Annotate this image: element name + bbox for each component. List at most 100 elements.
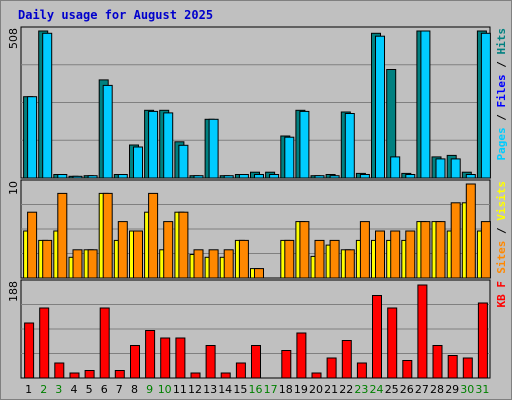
bar-files [405,174,416,179]
bar-kb-f [447,355,458,379]
bar-kb-f [84,370,95,379]
bar-files [254,174,264,179]
bar-sites [359,221,370,279]
bar-sites [208,249,219,279]
x-tick-label: 1 [25,383,32,396]
x-tick-label: 20 [309,383,323,396]
legend-entry: Files [495,74,508,107]
bar-files [27,96,38,179]
panel-sites-visits: 10 Sites / Visits [7,179,508,279]
bar-kb-f [190,372,201,379]
x-tick-label: 18 [279,383,293,396]
bar-sites [299,221,310,279]
x-tick-label: 14 [218,383,232,396]
legend-entry: Sites [495,241,508,274]
bar-kb-f [251,345,261,379]
bar-sites [435,221,446,279]
bar-kb-f [402,360,413,379]
legend-entry: Hits [495,28,508,55]
bar-kb-f [175,337,186,379]
bar-kb-f [220,372,231,379]
axis-max-label: 10 [7,181,20,195]
bar-files [375,35,385,179]
bar-kb-f [356,362,367,379]
bar-sites [254,268,264,279]
bar-sites [223,249,234,279]
bar-sites [57,192,68,279]
bar-files [314,175,325,179]
bar-files [102,84,113,179]
bar-files [42,32,53,179]
bar-sites [87,249,98,279]
bar-sites [117,221,128,279]
bar-files [193,175,204,179]
bar-kb-f [417,284,428,379]
axis-max-label: 508 [7,28,20,49]
x-tick-label: 22 [339,383,353,396]
bar-kb-f [341,340,352,379]
bar-sites [480,221,491,279]
bar-files [284,136,295,179]
bar-files [465,174,476,179]
x-tick-label: 2 [40,383,47,396]
x-tick-label: 27 [415,383,429,396]
panel-hits-files-pages: 508 Pages / Files / Hits [7,26,508,179]
x-tick-label: 4 [71,383,78,396]
bar-sites [163,221,174,279]
x-tick-label: 28 [430,383,444,396]
bar-kb-f [387,307,398,379]
bar-files [329,175,340,179]
bar-files [344,113,355,179]
legend-separator: / [495,221,508,241]
bar-sites [329,239,340,279]
bar-sites [102,192,113,279]
x-tick-label: 30 [460,383,474,396]
bar-files [420,30,431,179]
x-tick-label: 15 [233,383,247,396]
panel-kbytes: 188 KB F [7,279,508,379]
legend-entry: Visits [495,181,508,221]
bar-files [269,174,280,179]
legend: Sites / Visits [495,181,508,274]
x-tick-label: 12 [188,383,202,396]
bar-files [480,32,491,179]
x-tick-label: 7 [116,383,123,396]
bar-files [435,158,446,179]
bar-sites [238,239,249,279]
x-tick-label: 9 [146,383,153,396]
x-tick-label: 13 [203,383,217,396]
bar-sites [344,249,355,279]
bar-kb-f [311,372,322,379]
legend-separator: / [495,108,508,128]
bar-sites [420,221,431,279]
bar-kb-f [326,357,337,379]
legend: Pages / Files / Hits [495,28,508,161]
bar-kb-f [114,370,125,379]
legend-entry: KB F [495,281,508,308]
bar-files [359,174,370,179]
x-tick-label: 23 [354,383,368,396]
bar-kb-f [69,372,80,379]
x-axis-tick-labels: 1 2 3 4 5 6 7 8 9 10 11 12 13 14 15 16 17 18 19 20 21 22 23 24 2… [25,383,489,396]
bar-sites [405,230,416,279]
x-tick-label: 24 [370,383,384,396]
bar-kb-f [145,330,156,379]
bar-kb-f [24,322,35,379]
bar-kb-f [99,307,110,379]
x-tick-label: 31 [475,383,489,396]
bar-kb-f [462,357,473,379]
bar-sites [390,230,401,279]
bar-sites [450,202,461,279]
bar-files [72,175,83,179]
bar-files [208,118,219,179]
legend: KB F [495,281,508,308]
bar-files [148,110,159,179]
bar-files [117,174,128,179]
x-tick-label: 29 [445,383,459,396]
bar-sites [148,192,159,279]
x-tick-label: 11 [173,383,187,396]
bar-files [238,174,249,179]
x-tick-label: 6 [101,383,108,396]
axis-max-label: 188 [7,281,20,302]
